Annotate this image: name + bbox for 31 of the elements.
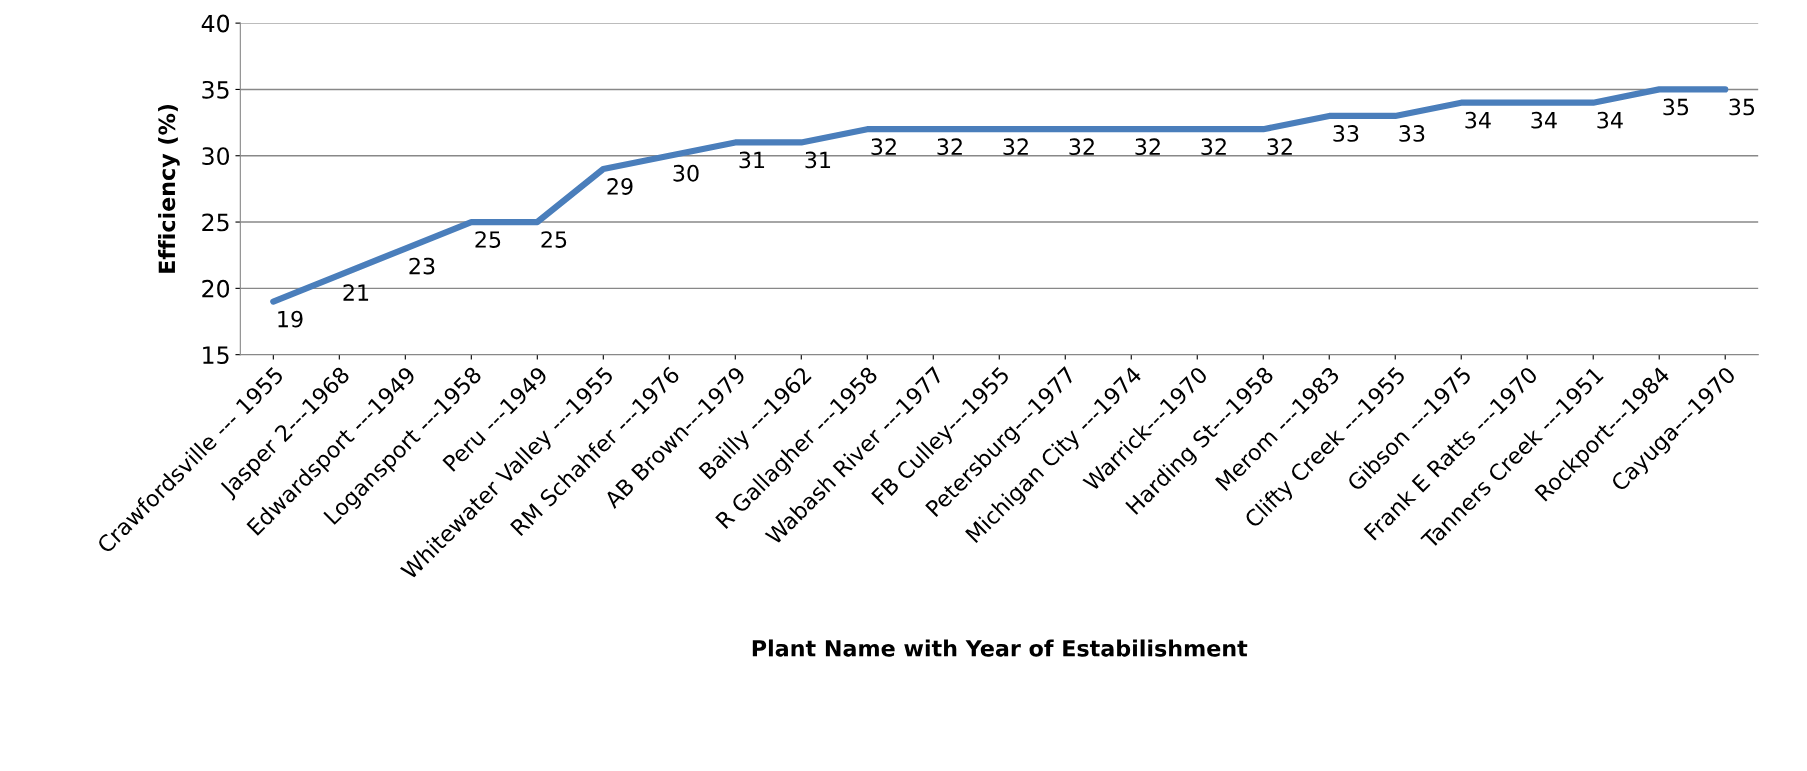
y-tick-label: 35 [202,80,229,99]
data-label: 32 [871,138,896,156]
data-label: 35 [1729,98,1755,116]
data-label: 21 [343,284,369,301]
data-label: 19 [278,310,303,328]
y-tick-label: 20 [202,279,230,298]
data-label: 33 [1399,125,1425,142]
y-tick-label: 30 [202,147,230,166]
data-label: 32 [1267,138,1292,156]
y-axis-title: Efficiency (%) [158,104,180,273]
data-label: 25 [541,231,567,248]
data-label: 31 [805,151,831,169]
data-label: 32 [1201,138,1226,156]
y-tick-label: 15 [203,346,229,364]
data-label: 23 [409,257,435,275]
data-label: 32 [1003,138,1028,156]
data-label: 31 [739,151,765,169]
y-tick-label: 25 [202,213,229,232]
data-label: 34 [1597,111,1623,129]
data-label: 34 [1531,111,1557,129]
data-label: 32 [937,138,962,156]
y-tick-label: 40 [201,14,230,33]
data-label: 34 [1465,111,1491,129]
data-label: 32 [1069,138,1094,156]
data-label: 35 [1663,98,1689,116]
data-label: 30 [673,164,699,182]
data-label: 29 [607,178,633,195]
data-label: 33 [1333,125,1359,142]
x-axis-title: Plant Name with Year of Estabilishment [752,639,1248,657]
data-label: 25 [475,231,501,248]
data-label: 32 [1135,138,1160,156]
